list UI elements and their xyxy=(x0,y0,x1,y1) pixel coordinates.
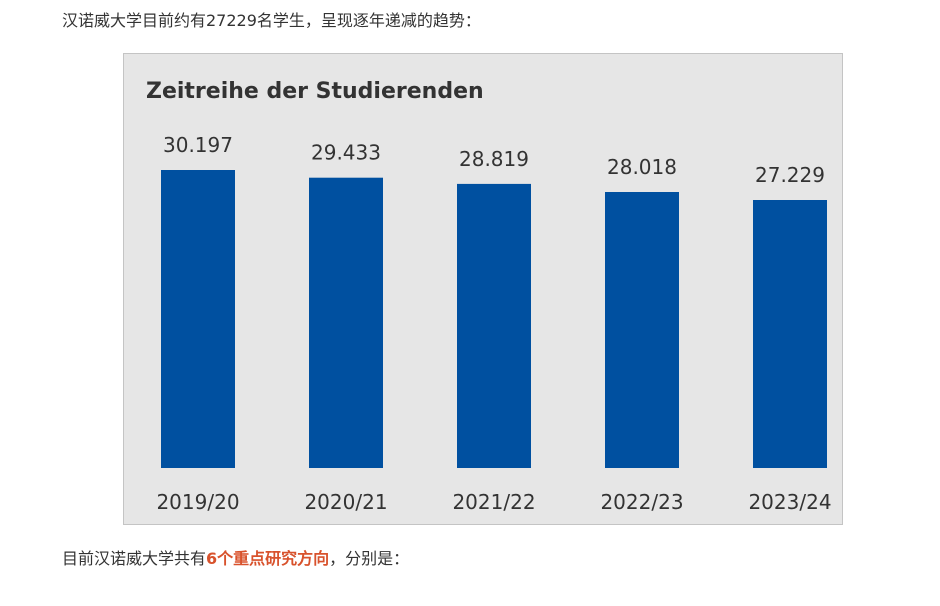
bars-group: 30.197 2019/20 29.433 2020/21 28.819 2021/22 2… xyxy=(156,133,831,514)
bar-chart-svg: Zeitreihe der Studierenden 30.197 2019/20… xyxy=(146,79,832,514)
value-label: 30.197 xyxy=(163,133,233,157)
outro-prefix: 目前汉诺威大学共有 xyxy=(62,549,207,568)
value-label: 28.018 xyxy=(607,155,677,179)
bar-2021-22 xyxy=(457,183,531,468)
x-tick-label: 2022/23 xyxy=(600,490,683,514)
x-tick-label: 2023/24 xyxy=(748,490,831,514)
x-tick-label: 2021/22 xyxy=(452,490,535,514)
outro-suffix: ，分别是： xyxy=(329,549,410,568)
bar-2020-21 xyxy=(309,177,383,468)
intro-paragraph: 汉诺威大学目前约有27229名学生，呈现逐年递减的趋势： xyxy=(62,11,481,30)
student-chart: Zeitreihe der Studierenden 30.197 2019/20… xyxy=(123,53,843,525)
outro-paragraph: 目前汉诺威大学共有6个重点研究方向，分别是： xyxy=(62,549,409,569)
bar-2019-20 xyxy=(161,170,235,468)
bar-2022-23 xyxy=(605,192,679,468)
chart-title: Zeitreihe der Studierenden xyxy=(146,79,484,104)
bar-2023-24 xyxy=(753,200,827,468)
x-tick-label: 2020/21 xyxy=(304,490,387,514)
research-focus-highlight: 6个重点研究方向 xyxy=(206,549,330,568)
value-label: 27.229 xyxy=(755,163,825,187)
x-tick-label: 2019/20 xyxy=(156,490,239,514)
value-label: 28.819 xyxy=(459,147,529,171)
value-label: 29.433 xyxy=(311,141,381,165)
